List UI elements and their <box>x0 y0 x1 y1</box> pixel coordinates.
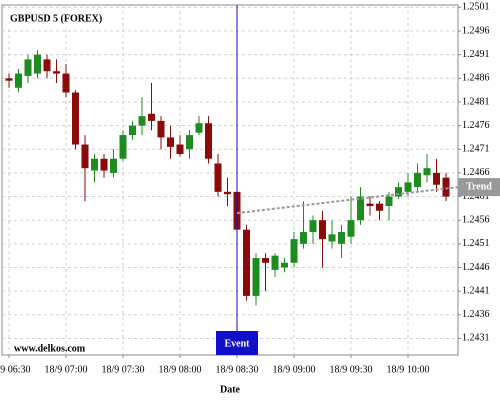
y-tick-label: 1.2476 <box>462 120 490 131</box>
candle-body <box>72 92 79 145</box>
title-bg <box>6 10 106 28</box>
candle-body <box>129 125 136 136</box>
trend-line <box>236 186 459 215</box>
candle-body <box>148 113 155 121</box>
candle-body <box>338 232 345 244</box>
candle-body <box>186 135 193 150</box>
y-tick-label: 1.2446 <box>462 262 490 273</box>
candle-body <box>395 187 402 197</box>
candle-body <box>252 258 260 296</box>
candle-body <box>309 220 317 233</box>
candle-body <box>100 158 108 171</box>
candle-body <box>62 73 70 93</box>
candle-body <box>433 172 440 185</box>
candle-body <box>43 59 51 72</box>
candle-body <box>5 78 13 81</box>
candle-body <box>81 144 89 169</box>
candle-body <box>366 203 374 207</box>
chart-title: GBPUSD 5 (FOREX) <box>10 13 102 24</box>
x-tick-label: 18/9 07:00 <box>44 364 87 375</box>
candle-body <box>376 203 383 211</box>
event-box <box>216 331 258 355</box>
x-tick-label: 18/9 09:30 <box>329 364 372 375</box>
candle-body <box>24 59 32 76</box>
y-tick-label: 1.2496 <box>462 25 490 36</box>
candle-body <box>91 158 98 171</box>
watermark: www.delkos.com <box>14 343 86 354</box>
candle-body <box>262 258 269 263</box>
y-tick-label: 1.2436 <box>462 309 490 320</box>
candle-body <box>119 135 127 159</box>
y-tick-label: 1.2481 <box>462 96 490 107</box>
candle-body <box>328 234 336 242</box>
plot-area <box>1 4 459 356</box>
x-tick-label: 18/9 08:00 <box>158 364 201 375</box>
candle-body <box>53 71 60 74</box>
candle-body <box>271 255 279 270</box>
trend-label: Trend <box>466 181 492 192</box>
candle-body <box>347 220 355 237</box>
candle-body <box>157 120 165 138</box>
y-tick-label: 1.2471 <box>462 144 490 155</box>
candle-body <box>224 191 231 195</box>
y-tick-label: 1.2461 <box>462 191 490 202</box>
x-tick-label: 18/9 09:00 <box>272 364 315 375</box>
candle-body <box>15 73 22 88</box>
candle-body <box>385 196 393 207</box>
y-tick-label: 1.2451 <box>462 238 490 249</box>
candle-body <box>110 158 117 173</box>
candle-body <box>404 182 412 192</box>
y-tick-label: 1.2466 <box>462 167 490 178</box>
candle-body <box>138 116 146 126</box>
candle-body <box>442 177 450 197</box>
y-tick-label: 1.2431 <box>462 333 490 344</box>
trend-box <box>458 178 500 197</box>
y-tick-label: 1.2486 <box>462 73 490 84</box>
x-axis-label: Date <box>220 384 241 395</box>
candle-body <box>319 220 326 240</box>
event-label: Event <box>225 338 251 349</box>
candle-body <box>290 239 298 263</box>
candle-body <box>205 123 212 159</box>
candle-body <box>281 262 288 268</box>
x-tick-label: 18/9 07:30 <box>101 364 144 375</box>
candle-body <box>300 232 307 244</box>
candle-body <box>357 196 364 221</box>
candle-body <box>195 123 203 133</box>
candle-body <box>423 168 431 176</box>
candle-body <box>414 172 421 188</box>
candle-body <box>34 54 41 74</box>
y-tick-label: 1.2441 <box>462 285 490 296</box>
candle-body <box>167 137 174 147</box>
candle-body <box>214 163 222 192</box>
candle-body <box>243 229 250 296</box>
y-tick-label: 1.2491 <box>462 49 490 60</box>
x-tick-label: 18/9 06:30 <box>0 364 31 375</box>
y-tick-label: 1.2456 <box>462 214 490 225</box>
x-tick-label: 18/9 10:00 <box>386 364 429 375</box>
candle-body <box>176 144 184 154</box>
x-tick-label: 18/9 08:30 <box>215 364 258 375</box>
y-tick-label: 1.2501 <box>462 2 490 13</box>
